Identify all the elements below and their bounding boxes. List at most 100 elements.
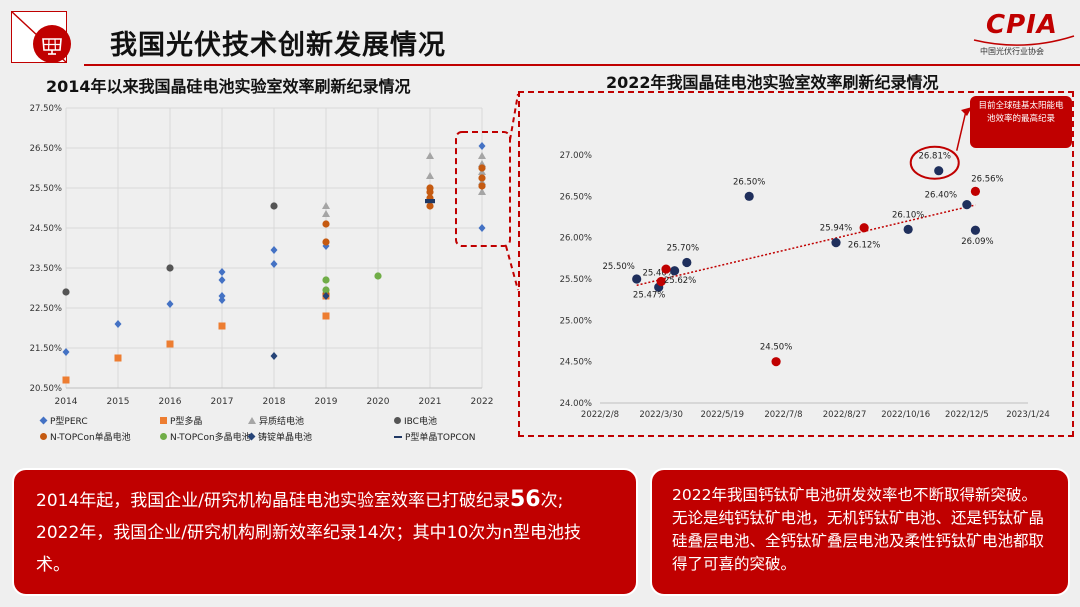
data-point <box>270 246 278 254</box>
solar-panel-icon <box>33 25 71 63</box>
legend-marker-icon <box>394 435 402 438</box>
x-tick-label: 2023/1/24 <box>1006 410 1050 420</box>
data-point <box>62 288 70 296</box>
legend-item: 异质结电池 <box>248 414 304 427</box>
legend-item: P型单晶TOPCON <box>394 430 476 443</box>
legend-marker-icon <box>248 417 256 424</box>
record-count: 56 <box>510 487 541 512</box>
y-tick-label: 26.50% <box>30 144 62 154</box>
x-tick-label: 2014 <box>55 397 78 407</box>
legend-item: P型多晶 <box>160 414 202 427</box>
data-point <box>114 320 122 328</box>
data-label: 24.50% <box>760 343 792 353</box>
data-point <box>934 166 944 176</box>
data-point <box>218 292 226 300</box>
y-tick-label: 24.50% <box>560 358 592 368</box>
data-point <box>859 223 869 233</box>
legend-item: 铸锭单晶电池 <box>247 430 313 443</box>
data-point <box>771 357 781 367</box>
data-point <box>322 292 330 300</box>
left-chart-legend: P型PERC P型多晶 异质结电池 IBC电池 N-TOPCon单晶电池 N-TOPCon… <box>39 414 510 454</box>
legend-label: IBC电池 <box>404 417 437 427</box>
page-title: 我国光伏技术创新发展情况 <box>110 30 446 61</box>
legend-marker-icon <box>39 416 48 425</box>
data-point <box>218 276 226 284</box>
data-point <box>478 224 486 232</box>
x-tick-label: 2022/2/8 <box>581 410 619 420</box>
data-point <box>478 182 486 190</box>
record-note-callout: 目前全球硅基太阳能电池效率的最高纪录 <box>970 96 1072 148</box>
legend-label: N-TOPCon单晶电池 <box>50 433 131 443</box>
data-point <box>426 202 434 210</box>
legend-label: P型PERC <box>50 417 88 427</box>
y-tick-label: 24.50% <box>30 224 62 234</box>
data-point <box>478 164 486 172</box>
series-7 <box>425 199 435 204</box>
legend-marker-icon <box>394 417 401 424</box>
cpia-logo: CPIA 中国光伏行业协会 <box>968 6 1080 64</box>
x-tick-label: 2021 <box>419 397 442 407</box>
data-label: 26.56% <box>971 174 1003 184</box>
summary-box-left: 2014年起，我国企业/研究机构晶硅电池实验室效率已打破纪录56次; 2022年… <box>12 468 638 596</box>
legend-item: P型PERC <box>39 414 88 427</box>
data-point <box>831 238 841 248</box>
y-tick-label: 26.00% <box>560 234 592 244</box>
legend-item: N-TOPCon单晶电池 <box>40 430 131 443</box>
legend-item: N-TOPCon多晶电池 <box>160 430 251 443</box>
legend-marker-icon <box>247 432 256 441</box>
series-3 <box>62 202 278 296</box>
legend-label: 异质结电池 <box>259 417 305 427</box>
legend-label: 铸锭单晶电池 <box>258 433 313 443</box>
data-point <box>744 191 754 201</box>
data-point <box>62 348 70 356</box>
summary-line-1-prefix: 2014年起，我国企业/研究机构晶硅电池实验室效率已打破纪录 <box>36 491 510 511</box>
data-point <box>661 264 671 274</box>
data-point <box>166 300 174 308</box>
data-label: 25.40% <box>642 268 674 278</box>
y-tick-label: 24.00% <box>560 399 592 409</box>
y-tick-label: 27.50% <box>30 104 62 114</box>
y-tick-label: 25.50% <box>560 275 592 285</box>
y-tick-label: 22.50% <box>30 304 62 314</box>
perovskite-summary: 2022年我国钙钛矿电池研发效率也不断取得新突破。无论是纯钙钛矿电池，无机钙钛矿… <box>672 486 1045 573</box>
x-tick-label: 2017 <box>211 397 234 407</box>
right-chart: 24.00% 24.50% 25.00% 25.50% 26.00% 26.50% 27.0… <box>518 91 1074 437</box>
data-point <box>218 268 226 276</box>
summary-box-right: 2022年我国钙钛矿电池研发效率也不断取得新突破。无论是纯钙钛矿电池，无机钙钛矿… <box>650 468 1070 596</box>
y-tick-label: 25.00% <box>560 316 592 326</box>
data-label: 26.50% <box>733 177 765 187</box>
record-pointer <box>956 110 967 151</box>
data-point <box>322 276 330 284</box>
x-tick-label: 2019 <box>315 397 338 407</box>
data-point <box>270 202 278 210</box>
cpia-logo-text: CPIA <box>986 10 1058 40</box>
data-point <box>166 340 174 348</box>
data-point <box>322 238 330 246</box>
x-tick-label: 2022/3/30 <box>639 410 683 420</box>
data-label: 26.81% <box>919 152 951 162</box>
x-tick-label: 2022/5/19 <box>700 410 744 420</box>
y-tick-label: 21.50% <box>30 344 62 354</box>
record-highlight <box>909 145 960 180</box>
data-label: 26.40% <box>925 191 957 201</box>
arrow-head-icon <box>961 107 972 116</box>
y-tick-label: 23.50% <box>30 264 62 274</box>
data-point <box>322 220 330 228</box>
x-tick-label: 2018 <box>263 397 286 407</box>
data-label: 26.12% <box>848 241 880 251</box>
data-point <box>426 184 434 192</box>
data-point <box>962 200 972 210</box>
x-tick-label: 2022/10/16 <box>881 410 930 420</box>
legend-label: P型单晶TOPCON <box>405 433 476 443</box>
legend-item: IBC电池 <box>394 414 437 427</box>
legend-marker-icon <box>160 433 167 440</box>
data-point <box>374 272 382 280</box>
data-point <box>218 322 226 330</box>
data-point <box>425 199 435 202</box>
series-0: 25.50% 25.40% 25.70% 26.50% 25.94% 26.10% 26.8… <box>602 152 994 292</box>
data-label: 25.94% <box>820 224 852 234</box>
data-label: 25.62% <box>664 276 696 286</box>
y-tick-label: 27.00% <box>560 151 592 161</box>
legend-marker-icon <box>160 417 167 424</box>
right-chart-title: 2022年我国晶硅电池实验室效率刷新纪录情况 <box>606 73 939 92</box>
